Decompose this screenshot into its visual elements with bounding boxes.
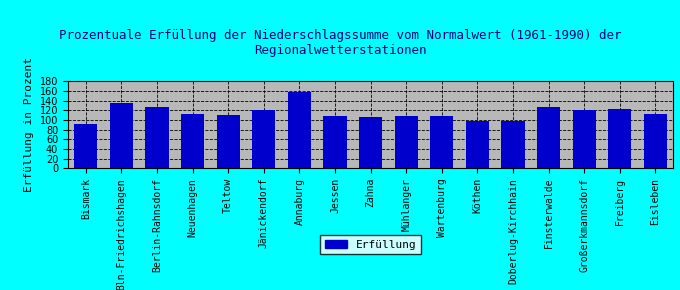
Bar <box>110 103 133 168</box>
Bar <box>74 124 97 168</box>
Bar <box>537 107 560 168</box>
Bar <box>644 114 667 168</box>
Bar <box>146 107 169 168</box>
Bar <box>252 110 275 168</box>
Bar <box>394 117 418 168</box>
Legend: Erfüllung: Erfüllung <box>320 235 421 254</box>
Y-axis label: Erfüllung in Prozent: Erfüllung in Prozent <box>24 57 34 192</box>
Bar <box>359 117 382 168</box>
Bar <box>466 121 489 168</box>
Text: Prozentuale Erfüllung der Niederschlagssumme vom Normalwert (1961-1990) der
Regi: Prozentuale Erfüllung der Niederschlagss… <box>58 29 622 57</box>
Bar <box>324 117 347 168</box>
Bar <box>288 92 311 168</box>
Bar <box>608 109 631 168</box>
Bar <box>181 114 204 168</box>
Bar <box>217 115 240 168</box>
Bar <box>430 117 454 168</box>
Bar <box>501 121 524 168</box>
Bar <box>573 110 596 168</box>
